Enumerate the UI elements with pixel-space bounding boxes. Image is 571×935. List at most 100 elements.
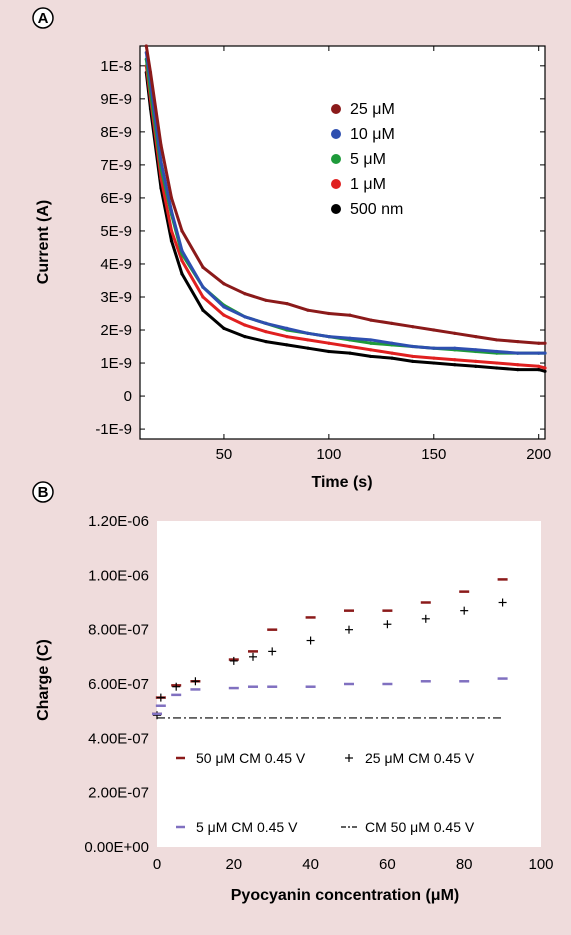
legend-label-a: 1 μM <box>350 176 386 193</box>
x-axis-title-a: Time (s) <box>311 474 372 491</box>
y-tick-label-b: 1.20E-06 <box>88 513 149 530</box>
data-point-a <box>543 366 547 370</box>
y-tick-label-a: 1E-8 <box>100 58 132 75</box>
data-point-a <box>537 364 541 368</box>
x-tick-label-b: 60 <box>379 856 396 873</box>
x-tick-label-b: 20 <box>225 856 242 873</box>
data-point-a <box>222 313 226 317</box>
series-b-25-μM-CM-0.45-V <box>153 598 507 720</box>
y-tick-label-a: -1E-9 <box>95 421 132 438</box>
panel-b-badge <box>32 481 54 503</box>
data-point-a <box>390 356 394 360</box>
x-tick-label-a: 50 <box>216 446 233 463</box>
data-point-a <box>543 341 547 345</box>
legend-label-a: 10 μM <box>350 126 395 143</box>
data-point-a <box>348 351 352 355</box>
data-point-a <box>285 335 289 339</box>
panel-a-letter: A <box>38 10 49 27</box>
data-point-a <box>327 349 331 354</box>
data-point-a <box>453 363 457 367</box>
data-point-a <box>264 330 268 334</box>
data-point-a <box>306 308 310 312</box>
data-point-a <box>516 368 520 372</box>
data-point-a <box>432 346 436 350</box>
data-point-a <box>495 349 499 354</box>
data-point-a <box>369 348 373 352</box>
legend-marker-a <box>331 154 341 164</box>
data-point-a <box>369 354 373 359</box>
panel-b-letter: B <box>38 484 49 501</box>
series-a-25-μM <box>144 44 547 345</box>
data-point-a <box>327 335 331 339</box>
data-point-a <box>348 336 352 340</box>
x-tick-label-a: 100 <box>316 446 341 463</box>
data-point-a <box>222 305 226 309</box>
data-point-a <box>169 209 174 213</box>
series-a-10-μM <box>144 51 547 355</box>
data-point-a <box>180 229 184 233</box>
data-point-a <box>243 315 247 319</box>
y-tick-label-a: 8E-9 <box>100 124 132 141</box>
y-axis-title-a: Current (A) <box>35 200 52 284</box>
data-point-a <box>411 354 415 359</box>
legend-marker-a <box>331 104 341 114</box>
data-point-a <box>537 368 541 372</box>
x-tick-label-b: 100 <box>528 856 553 873</box>
data-point-a <box>144 44 148 48</box>
data-point-a <box>327 311 331 316</box>
y-tick-label-a: 3E-9 <box>100 289 132 306</box>
data-point-a <box>495 338 499 342</box>
data-point-a <box>411 325 415 329</box>
legend-label-a: 500 nm <box>350 201 403 218</box>
data-point-a <box>411 344 415 349</box>
data-point-a <box>159 159 163 164</box>
data-point-a <box>285 301 289 306</box>
data-point-a <box>306 338 310 342</box>
data-point-a <box>222 282 226 286</box>
y-tick-label-a: 9E-9 <box>100 91 132 108</box>
legend-label-b: 5 μM CM 0.45 V <box>196 819 298 835</box>
data-point-a <box>516 363 520 367</box>
y-tick-label-b: 1.00E-06 <box>88 567 149 584</box>
legend-label-b: 25 μM CM 0.45 V <box>365 750 475 766</box>
data-point-a <box>264 321 268 326</box>
data-point-a <box>169 196 174 200</box>
legend-label-a: 25 μM <box>350 101 395 118</box>
data-point-a <box>327 341 331 345</box>
data-point-a <box>306 331 310 335</box>
data-point-a <box>474 348 478 352</box>
data-point-a <box>306 346 310 350</box>
data-point-a <box>201 308 205 312</box>
data-point-a <box>474 359 478 363</box>
data-point-a <box>474 364 478 368</box>
x-tick-label-b: 80 <box>456 856 473 873</box>
y-tick-label-a: 4E-9 <box>100 256 132 273</box>
data-point-a <box>285 326 289 330</box>
y-tick-label-a: 0 <box>124 388 132 405</box>
data-point-a <box>453 358 457 362</box>
legend-marker-a <box>331 204 341 214</box>
data-point-a <box>243 292 247 296</box>
x-tick-label-a: 150 <box>421 446 446 463</box>
legend-label-b: CM 50 μM 0.45 V <box>365 819 475 835</box>
data-point-a <box>180 272 184 276</box>
legend-marker-a <box>331 129 341 139</box>
panel-a: A 1E-8 9E-9 8E-9 7E-9 6E-9 5E-9 4E-9 3E-9 2E-9 1E… <box>32 7 551 491</box>
data-point-a <box>432 361 436 365</box>
y-tick-label-a: 6E-9 <box>100 190 132 207</box>
plot-area-a <box>139 45 546 440</box>
data-point-a <box>543 369 547 373</box>
data-point-a <box>432 328 436 332</box>
legend-marker-a <box>331 179 341 189</box>
y-tick-label-b: 2.00E-07 <box>88 785 149 802</box>
data-point-a <box>201 285 205 289</box>
data-point-a <box>369 338 373 342</box>
data-point-a <box>169 229 174 233</box>
data-point-a <box>348 344 352 349</box>
data-point-a <box>201 295 205 299</box>
x-tick-label-b: 0 <box>153 856 161 873</box>
y-tick-label-a: 1E-9 <box>100 355 132 372</box>
data-point-a <box>543 351 547 355</box>
data-point-a <box>495 366 499 370</box>
y-tick-label-b: 6.00E-07 <box>88 676 149 693</box>
